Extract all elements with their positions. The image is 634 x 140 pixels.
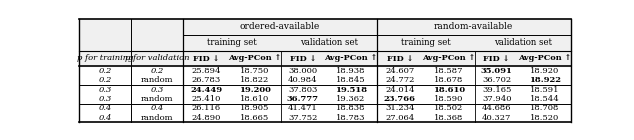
Text: 18.502: 18.502 xyxy=(434,104,463,112)
Text: 39.165: 39.165 xyxy=(482,86,512,94)
Text: 23.766: 23.766 xyxy=(384,95,416,103)
Text: 18.678: 18.678 xyxy=(434,76,463,84)
Bar xyxy=(79,19,571,35)
Text: 37.752: 37.752 xyxy=(288,114,318,122)
Text: validation set: validation set xyxy=(494,38,552,47)
Text: 0.3: 0.3 xyxy=(98,95,112,103)
Text: 0.2: 0.2 xyxy=(98,67,112,75)
Text: 19.362: 19.362 xyxy=(336,95,366,103)
Text: FID ↓: FID ↓ xyxy=(193,54,219,62)
Text: random: random xyxy=(141,95,174,103)
Text: 0.4: 0.4 xyxy=(98,114,112,122)
Text: 18.665: 18.665 xyxy=(240,114,269,122)
Text: 24.890: 24.890 xyxy=(191,114,221,122)
Text: 37.940: 37.940 xyxy=(482,95,512,103)
Text: FID ↓: FID ↓ xyxy=(484,54,510,62)
Text: 18.938: 18.938 xyxy=(336,67,366,75)
Text: training set: training set xyxy=(207,38,257,47)
Text: 18.920: 18.920 xyxy=(530,67,559,75)
Text: 18.590: 18.590 xyxy=(434,95,463,103)
Text: Avg-PCon ↑: Avg-PCon ↑ xyxy=(324,54,377,62)
Text: 26.783: 26.783 xyxy=(191,76,221,84)
Text: 36.702: 36.702 xyxy=(482,76,511,84)
Text: 18.587: 18.587 xyxy=(434,67,463,75)
Text: 0.2: 0.2 xyxy=(98,76,112,84)
Text: 18.750: 18.750 xyxy=(240,67,269,75)
Text: 0.2: 0.2 xyxy=(150,67,164,75)
Text: training set: training set xyxy=(401,38,451,47)
Text: 0.3: 0.3 xyxy=(98,86,112,94)
Text: FID ↓: FID ↓ xyxy=(290,54,316,62)
Text: 18.610: 18.610 xyxy=(240,95,269,103)
Text: p for validation: p for validation xyxy=(125,54,190,62)
Text: 24.607: 24.607 xyxy=(385,67,415,75)
Text: Avg-PCon ↑: Avg-PCon ↑ xyxy=(422,54,476,62)
Text: Avg-PCon ↑: Avg-PCon ↑ xyxy=(518,54,571,62)
Text: 18.838: 18.838 xyxy=(336,104,366,112)
Text: 35.091: 35.091 xyxy=(481,67,513,75)
Text: 18.822: 18.822 xyxy=(240,76,269,84)
Text: p for training: p for training xyxy=(77,54,134,62)
Bar xyxy=(79,35,571,51)
Text: 40.327: 40.327 xyxy=(482,114,512,122)
Bar xyxy=(79,51,571,66)
Text: 27.064: 27.064 xyxy=(385,114,415,122)
Text: 26.116: 26.116 xyxy=(191,104,221,112)
Text: 18.610: 18.610 xyxy=(432,86,465,94)
Text: 37.803: 37.803 xyxy=(288,86,318,94)
Text: 18.544: 18.544 xyxy=(530,95,559,103)
Text: ordered-available: ordered-available xyxy=(240,22,320,31)
Text: 25.410: 25.410 xyxy=(191,95,221,103)
Text: 44.686: 44.686 xyxy=(482,104,512,112)
Text: 24.449: 24.449 xyxy=(190,86,222,94)
Text: random: random xyxy=(141,114,174,122)
Text: 24.014: 24.014 xyxy=(385,86,415,94)
Text: 41.471: 41.471 xyxy=(288,104,318,112)
Text: 18.905: 18.905 xyxy=(240,104,269,112)
Text: 0.3: 0.3 xyxy=(150,86,164,94)
Text: 18.922: 18.922 xyxy=(529,76,560,84)
Text: 19.518: 19.518 xyxy=(335,86,367,94)
Text: 18.368: 18.368 xyxy=(434,114,463,122)
Text: 18.591: 18.591 xyxy=(530,86,559,94)
Text: 24.772: 24.772 xyxy=(385,76,415,84)
Text: 18.783: 18.783 xyxy=(336,114,366,122)
Text: 0.4: 0.4 xyxy=(98,104,112,112)
Text: 18.520: 18.520 xyxy=(530,114,559,122)
Text: validation set: validation set xyxy=(300,38,358,47)
Text: random-available: random-available xyxy=(434,22,514,31)
Text: 36.777: 36.777 xyxy=(287,95,319,103)
Text: 40.984: 40.984 xyxy=(288,76,318,84)
Text: 19.200: 19.200 xyxy=(239,86,271,94)
Text: 18.708: 18.708 xyxy=(530,104,559,112)
Text: 25.894: 25.894 xyxy=(191,67,221,75)
Text: 31.234: 31.234 xyxy=(385,104,415,112)
Text: Avg-PCon ↑: Avg-PCon ↑ xyxy=(228,54,281,62)
Text: random: random xyxy=(141,76,174,84)
Text: 38.000: 38.000 xyxy=(288,67,318,75)
Text: 0.4: 0.4 xyxy=(150,104,164,112)
Text: FID ↓: FID ↓ xyxy=(387,54,413,62)
Text: 18.845: 18.845 xyxy=(336,76,366,84)
